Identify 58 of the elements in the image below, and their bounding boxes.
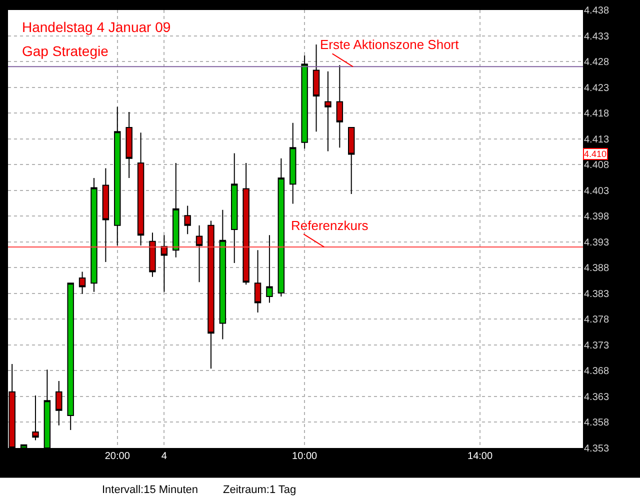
candlestick <box>102 168 110 262</box>
candlestick <box>312 44 320 132</box>
candlestick <box>126 112 132 178</box>
y-tick-label: 4.433 <box>584 31 610 42</box>
candlestick <box>348 126 355 194</box>
candlestick <box>231 152 238 264</box>
y-tick-label: 4.418 <box>584 108 610 120</box>
y-tick-label: 4.393 <box>584 237 610 248</box>
y-tick-label: 4.378 <box>584 314 610 326</box>
candlestick <box>44 369 51 448</box>
y-tick-label: 4.438 <box>584 6 610 16</box>
text: Zeitraum:1 Tag <box>223 484 296 496</box>
candlestick <box>114 106 121 246</box>
text: Gap Strategie <box>22 43 109 59</box>
candlestick <box>301 54 308 150</box>
y-tick-label: 4.353 <box>584 444 610 454</box>
candlestick <box>254 250 262 313</box>
candlestick <box>336 64 344 148</box>
candlestick <box>160 234 168 292</box>
y-tick-label: 4.428 <box>584 57 610 68</box>
candlestick <box>149 232 156 278</box>
y-tick-label: 4.398 <box>584 212 610 223</box>
y-tick-label: 4.358 <box>584 418 610 429</box>
candlestick <box>32 394 39 441</box>
y-tick-label: 4.413 <box>584 134 610 146</box>
candlestick <box>324 70 332 152</box>
candlestick <box>208 220 214 370</box>
candlestick <box>219 209 226 340</box>
candlestick <box>184 205 191 235</box>
y-tick-label: 4.368 <box>584 366 610 378</box>
y-tick-label: 4.363 <box>584 392 610 403</box>
text: Handelstag 4 Januar 09 <box>22 19 171 35</box>
candlestick <box>67 282 74 430</box>
candlestick <box>290 122 296 204</box>
candlestick <box>8 364 16 448</box>
x-tick-label: 10:00 <box>292 451 318 462</box>
candlestick <box>242 162 250 286</box>
text: Intervall:15 Minuten <box>102 484 198 496</box>
y-tick-label: 4.373 <box>584 340 610 352</box>
candlestick <box>137 132 144 246</box>
candlestick <box>78 271 86 294</box>
ref-line-label: Erste Aktionszone Short <box>320 37 460 52</box>
x-tick-label: 4 <box>161 451 168 462</box>
candlestick <box>56 380 62 426</box>
candlestick <box>172 162 180 258</box>
y-tick-label: 4.423 <box>584 82 610 94</box>
ref-line-label: Referenzkurs <box>291 218 369 233</box>
y-tick-label: 4.383 <box>584 288 610 300</box>
candlestick <box>90 177 98 292</box>
candlestick <box>266 234 273 304</box>
x-tick-label: 14:00 <box>468 451 493 462</box>
candlestick <box>278 158 285 297</box>
y-tick-label: 4.408 <box>584 160 610 172</box>
candlestick <box>196 224 203 283</box>
y-tick-label: 4.403 <box>584 186 610 197</box>
x-tick-label: 20:00 <box>104 451 130 462</box>
y-tick-label: 4.388 <box>584 263 610 274</box>
text: 4.410 <box>584 149 607 159</box>
